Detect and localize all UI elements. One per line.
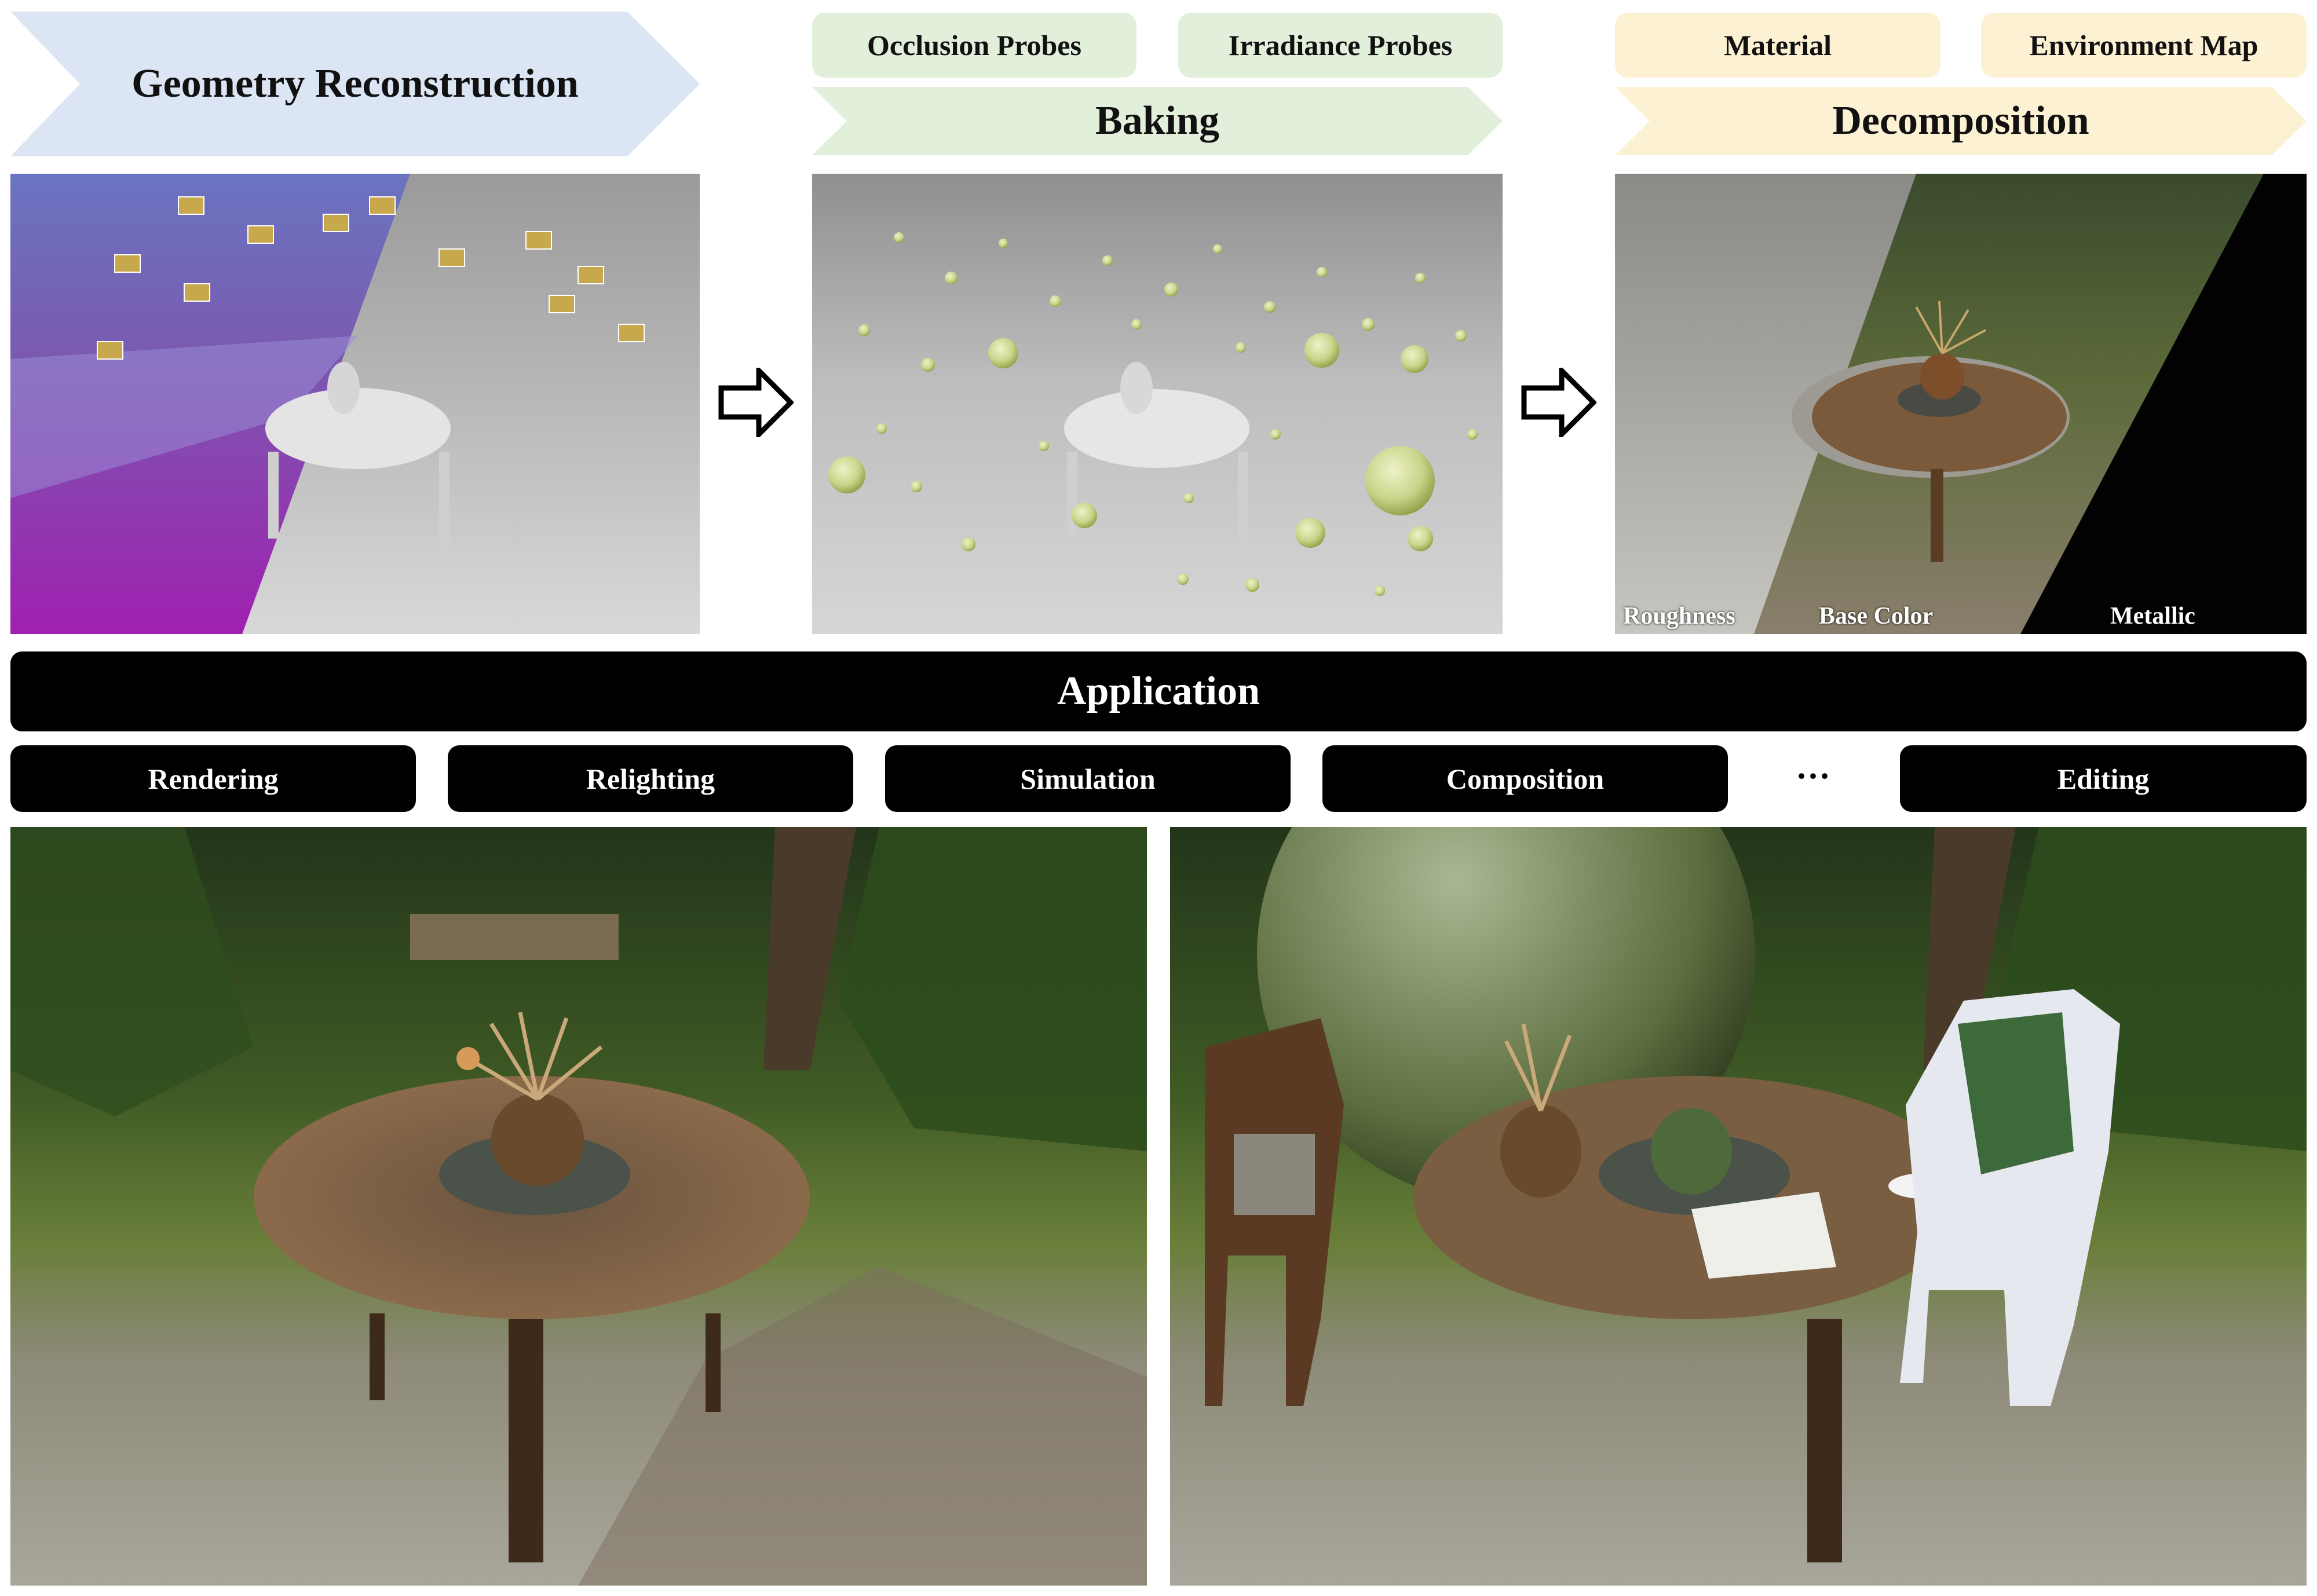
geometry-chevron-shape <box>10 12 700 156</box>
decomposition-banner: Decomposition <box>1615 87 2307 155</box>
irradiance-probes-pill: Irradiance Probes <box>1178 13 1503 78</box>
rendering-tag: Rendering <box>10 745 416 812</box>
roughness-label: Roughness <box>1623 603 1735 629</box>
occlusion-probes-label: Occlusion Probes <box>867 29 1081 61</box>
right-arrow-icon <box>718 364 795 441</box>
rendering-label: Rendering <box>148 762 279 795</box>
rendering-relighting-image <box>10 827 1147 1586</box>
editing-label: Editing <box>2057 762 2150 795</box>
geometry-reconstruction-image <box>10 174 700 634</box>
metallic-label: Metallic <box>2110 603 2195 629</box>
geometry-reconstruction-banner: Geometry Reconstruction <box>10 12 700 156</box>
decomposition-chevron-shape <box>1615 87 2307 155</box>
baking-label: Baking <box>1095 98 1219 143</box>
composition-label: Composition <box>1446 762 1605 795</box>
decomposition-image: Roughness Base Color Metallic <box>1615 174 2307 634</box>
relighting-tag: Relighting <box>448 745 853 812</box>
material-label: Material <box>1723 29 1832 61</box>
composition-editing-image <box>1170 827 2307 1586</box>
simulation-tag: Simulation <box>885 745 1291 812</box>
application-bar: Application <box>10 651 2307 731</box>
baking-chevron-shape <box>812 87 1503 155</box>
editing-tag: Editing <box>1900 745 2307 812</box>
geometry-reconstruction-label: Geometry Reconstruction <box>131 61 579 106</box>
environment-map-pill: Environment Map <box>1981 13 2307 78</box>
decomposition-label: Decomposition <box>1832 98 2089 143</box>
relighting-label: Relighting <box>586 762 715 795</box>
simulation-label: Simulation <box>1020 762 1156 795</box>
base-color-label: Base Color <box>1819 603 1934 629</box>
baking-banner: Baking <box>812 87 1503 155</box>
occlusion-probes-pill: Occlusion Probes <box>812 13 1136 78</box>
application-title: Application <box>1057 669 1260 713</box>
baking-probes-image <box>812 174 1503 634</box>
environment-map-label: Environment Map <box>2029 29 2258 61</box>
composition-tag: Composition <box>1322 745 1728 812</box>
material-pill: Material <box>1615 13 1940 78</box>
ellipsis-text: ··· <box>1795 756 1831 795</box>
right-arrow-icon <box>1521 364 1598 441</box>
irradiance-probes-label: Irradiance Probes <box>1228 29 1453 61</box>
